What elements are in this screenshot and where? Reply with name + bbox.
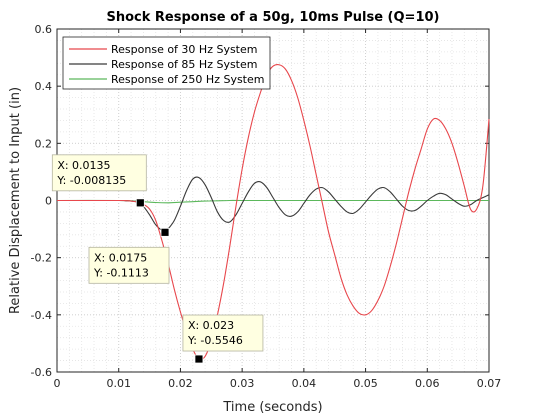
y-tick-label: 0.2 [35, 137, 53, 150]
datatip-marker [135, 198, 145, 208]
x-tick-label: 0.02 [168, 377, 193, 390]
datatip-box [182, 314, 264, 352]
y-tick-label: 0.4 [35, 80, 53, 93]
x-tick-label: 0 [54, 377, 61, 390]
datatip-x-text: X: 0.0135 [57, 159, 110, 172]
datatip-x-text: X: 0.023 [188, 319, 234, 332]
datatip-y-text: Y: -0.5546 [187, 334, 243, 347]
legend: Response of 30 Hz System Response of 85 H… [62, 36, 271, 90]
datatip-x-text: X: 0.0175 [94, 251, 147, 264]
datatip-box [88, 246, 170, 284]
x-tick-label: 0.05 [353, 377, 378, 390]
datatip-marker [194, 354, 204, 364]
y-tick-label: 0 [45, 195, 52, 208]
y-axis-label: Relative Displacement to Input (in) [8, 87, 23, 314]
y-tick-label: -0.2 [31, 252, 52, 265]
series-line [56, 63, 490, 361]
x-tick-label: 0.06 [415, 377, 440, 390]
y-tick-label: 0.6 [35, 23, 53, 36]
datatips: X: 0.0135 Y: -0.008135 X: 0.0175 Y: -0.1113… [51, 154, 264, 364]
datatip-y-text: Y: -0.1113 [93, 266, 149, 279]
legend-entry: Response of 85 Hz System [111, 58, 257, 71]
x-tick-label: 0.07 [477, 377, 502, 390]
legend-entry: Response of 250 Hz System [111, 73, 264, 86]
x-axis-label: Time (seconds) [222, 400, 322, 415]
datatip-y-text: Y: -0.008135 [56, 174, 126, 187]
datatip-box [51, 154, 147, 192]
chart-title: Shock Response of a 50g, 10ms Pulse (Q=1… [107, 10, 440, 25]
x-tick-label: 0.01 [106, 377, 131, 390]
x-tick-label: 0.04 [292, 377, 317, 390]
y-tick-label: -0.4 [31, 309, 52, 322]
legend-entry: Response of 30 Hz System [111, 43, 257, 56]
datatip-marker [160, 227, 170, 237]
x-tick-label: 0.03 [230, 377, 255, 390]
legend-box [62, 36, 271, 90]
y-tick-label: -0.6 [31, 366, 52, 379]
